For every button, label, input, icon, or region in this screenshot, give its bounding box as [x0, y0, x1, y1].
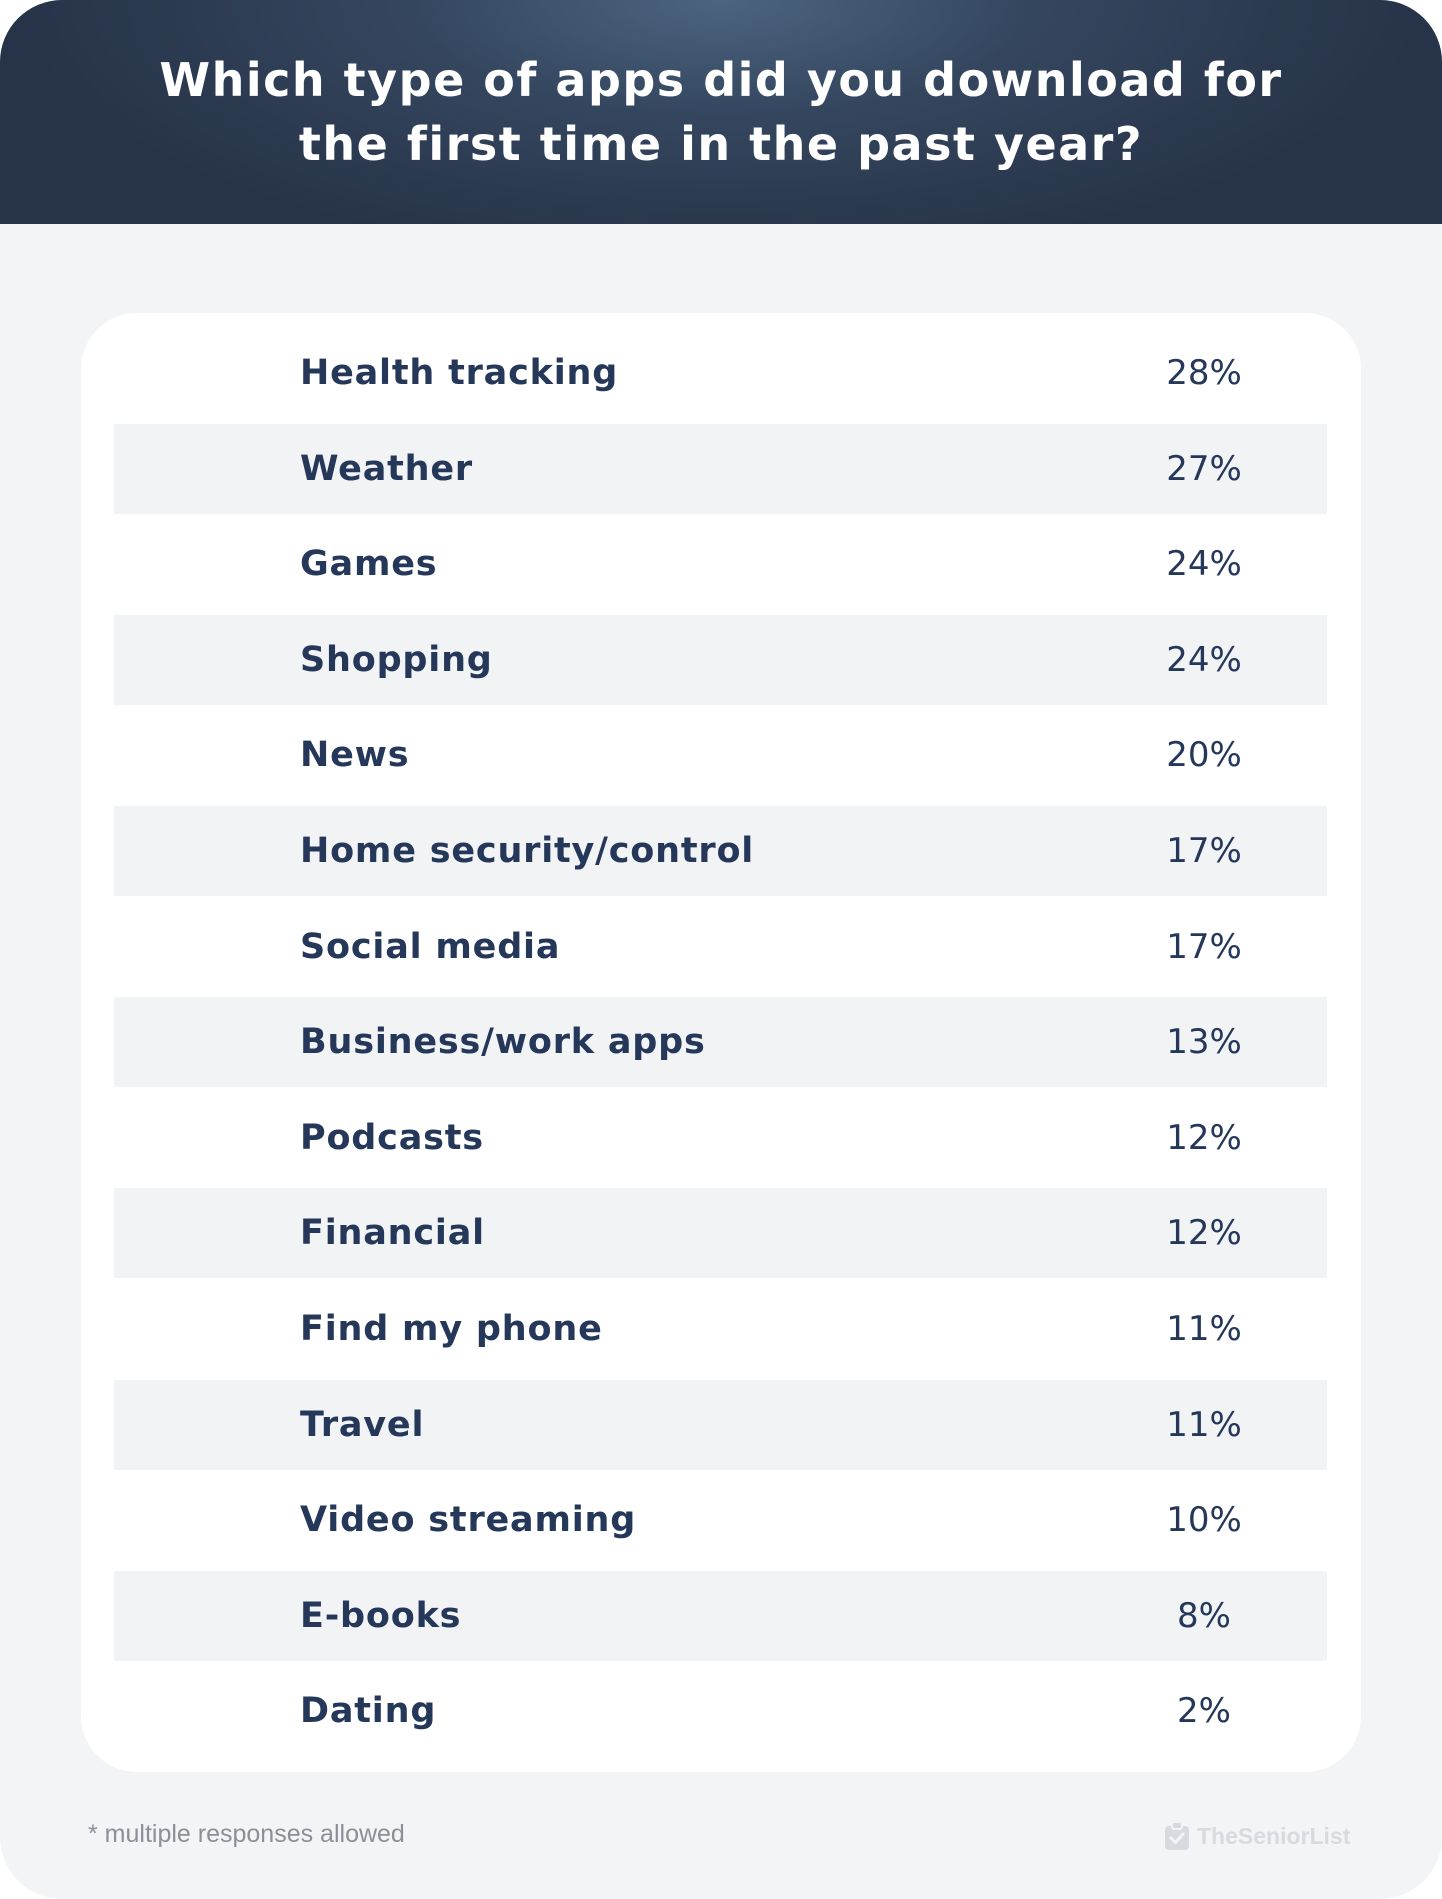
row-label: Financial	[300, 1213, 485, 1254]
table-row: Games 24%	[114, 519, 1327, 609]
row-label: Home security/control	[300, 831, 755, 871]
row-label: Podcasts	[300, 1117, 484, 1158]
row-value: 28%	[1166, 353, 1242, 393]
row-label: Find my phone	[300, 1309, 603, 1349]
table-row: Shopping 24%	[114, 614, 1327, 705]
row-value: 17%	[1166, 926, 1242, 967]
table-row: Financial 12%	[114, 1188, 1327, 1279]
table-panel: Health tracking 28% Weather 27% Games 24% Shop…	[81, 313, 1361, 1772]
row-label: Video streaming	[300, 1500, 637, 1541]
footnote: * multiple responses allowed	[88, 1820, 405, 1848]
row-label: Dating	[300, 1691, 437, 1732]
table-row: Dating 2%	[114, 1666, 1327, 1756]
table-row: Home security/control 17%	[114, 806, 1327, 896]
row-label: Social media	[300, 926, 561, 967]
row-value: 12%	[1166, 1213, 1242, 1254]
row-value: 13%	[1166, 1022, 1242, 1063]
table-row: Health tracking 28%	[114, 328, 1327, 418]
row-value: 24%	[1166, 639, 1242, 680]
row-value: 24%	[1166, 544, 1242, 585]
table-row: Find my phone 11%	[114, 1284, 1327, 1374]
row-label: E-books	[300, 1595, 462, 1636]
row-value: 11%	[1166, 1309, 1242, 1349]
clipboard-check-icon	[1165, 1821, 1189, 1850]
header-banner: Which type of apps did you download for …	[0, 0, 1442, 224]
row-label: Shopping	[300, 639, 493, 680]
row-label: Games	[300, 544, 438, 585]
table-row: Travel 11%	[114, 1379, 1327, 1470]
table-row: Social media 17%	[114, 902, 1327, 992]
row-value: 17%	[1166, 831, 1242, 871]
row-value: 20%	[1166, 735, 1242, 776]
table-row: Podcasts 12%	[114, 1093, 1327, 1183]
row-value: 27%	[1166, 448, 1242, 489]
table-row: Video streaming 10%	[114, 1475, 1327, 1565]
chart-title: Which type of apps did you download for …	[159, 53, 1283, 171]
table-row: E-books 8%	[114, 1570, 1327, 1661]
row-label: News	[300, 735, 410, 776]
table-row: News 20%	[114, 710, 1327, 800]
row-label: Health tracking	[300, 353, 619, 393]
brand-name: TheSeniorList	[1197, 1822, 1351, 1849]
table-row: Business/work apps 13%	[114, 997, 1327, 1088]
row-label: Weather	[300, 448, 473, 489]
row-value: 11%	[1166, 1404, 1242, 1445]
row-value: 12%	[1166, 1117, 1242, 1158]
row-value: 10%	[1166, 1500, 1242, 1541]
row-value: 2%	[1177, 1691, 1231, 1732]
row-value: 8%	[1177, 1595, 1231, 1636]
brand-logo: TheSeniorList	[1163, 1821, 1350, 1851]
table-row: Weather 27%	[114, 423, 1327, 514]
row-label: Business/work apps	[300, 1022, 706, 1063]
row-label: Travel	[300, 1404, 425, 1445]
